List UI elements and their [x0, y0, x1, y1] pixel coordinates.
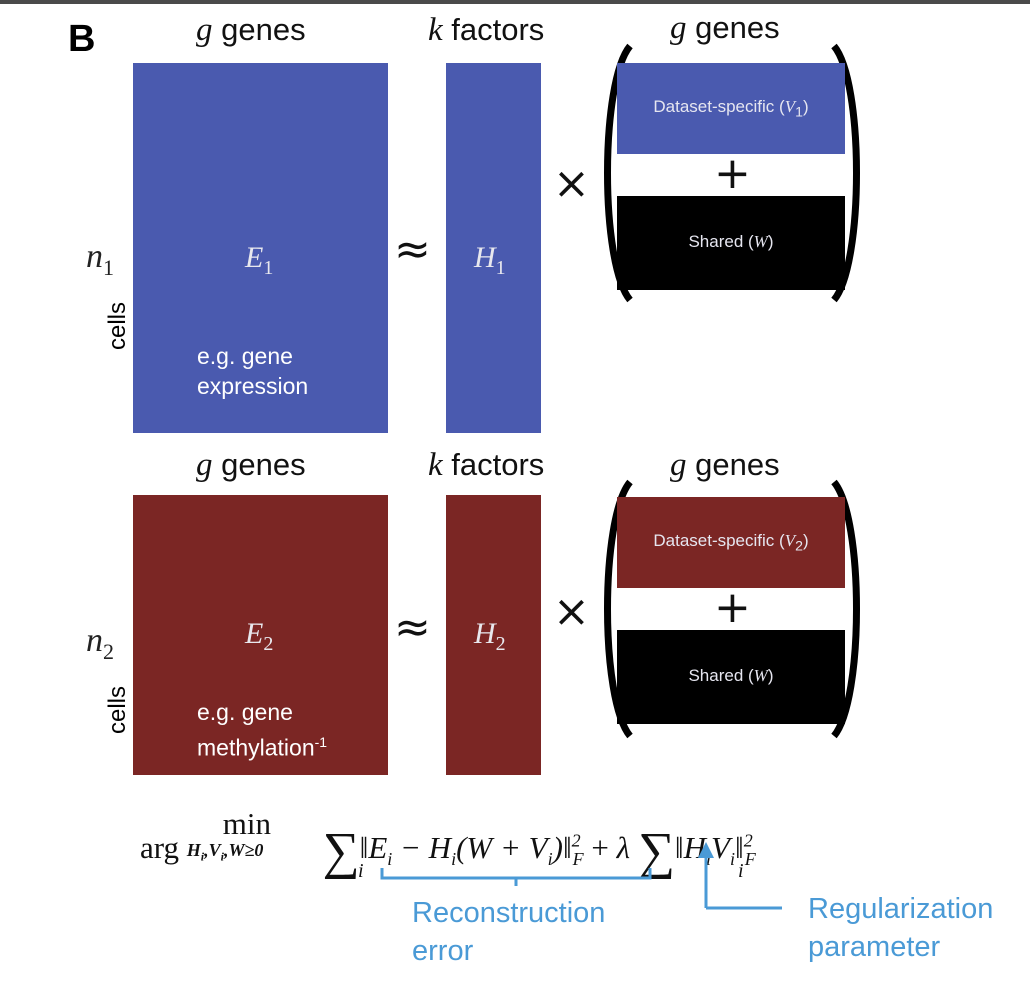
top-shared-box: Shared (W) [617, 196, 845, 290]
bottom-genes-left-label: g genes [196, 447, 306, 483]
annotation-lines [380, 842, 782, 910]
bottom-e-matrix: E2 e.g. gene methylation-1 [133, 495, 388, 775]
panel-letter: B [68, 18, 96, 60]
bottom-factors-label: k factors [428, 447, 545, 483]
top-e-label: E1 [245, 241, 274, 279]
top-shared-label: Shared (W) [688, 232, 774, 251]
bottom-shared-box: Shared (W) [617, 630, 845, 724]
top-e-matrix: E1 e.g. gene expression [133, 63, 388, 433]
bottom-specific-label: Dataset-specific (V2) [653, 531, 809, 555]
regularization-parameter-annotation: Regularization parameter [808, 893, 994, 963]
top-genes-right-label: g genes [670, 10, 780, 46]
bottom-specific-box: Dataset-specific (V2) [617, 497, 845, 588]
bottom-e-label: E2 [245, 617, 274, 655]
top-h-label: H1 [474, 241, 506, 279]
top-border [0, 0, 1030, 4]
top-cells-label: cells [104, 301, 131, 350]
top-row-label: n1 [86, 238, 114, 280]
top-factors-label: k factors [428, 12, 545, 48]
top-plus-symbol: + [714, 148, 751, 199]
bottom-times-symbol: × [553, 586, 590, 637]
top-e-note: e.g. gene expression [197, 343, 309, 399]
bottom-cells-label: cells [104, 685, 131, 734]
bottom-row-label: n2 [86, 622, 114, 664]
bottom-h-label: H2 [474, 617, 506, 655]
bottom-e-note: e.g. gene methylation-1 [197, 699, 328, 761]
bottom-approx-symbol: ≈ [394, 602, 431, 653]
top-approx-symbol: ≈ [394, 224, 431, 275]
reconstruction-error-annotation: Reconstruction error [412, 897, 606, 967]
bottom-plus-symbol: + [714, 582, 751, 633]
bottom-shared-label: Shared (W) [688, 666, 774, 685]
top-specific-box: Dataset-specific (V1) [617, 63, 845, 154]
objective-formula: arg min Hi,Vi,W≥0 ∑‖Ei − Hi(W + Vi)‖2F +… [140, 806, 756, 882]
top-specific-label: Dataset-specific (V1) [653, 97, 809, 121]
top-genes-left-label: g genes [196, 12, 306, 48]
bottom-h-matrix: H2 [446, 495, 541, 775]
top-times-symbol: × [553, 158, 590, 209]
top-h-matrix: H1 [446, 63, 541, 433]
bottom-genes-right-label: g genes [670, 447, 780, 483]
